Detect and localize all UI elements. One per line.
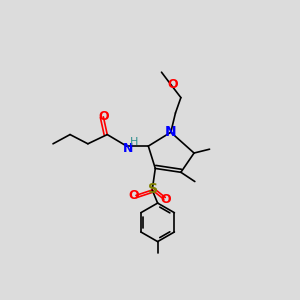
Text: O: O [167, 78, 178, 91]
Text: H: H [130, 137, 139, 147]
Text: O: O [128, 189, 139, 202]
Text: N: N [165, 125, 177, 139]
Text: O: O [98, 110, 109, 123]
Text: N: N [123, 142, 134, 155]
Text: O: O [161, 193, 172, 206]
Text: S: S [148, 182, 158, 196]
